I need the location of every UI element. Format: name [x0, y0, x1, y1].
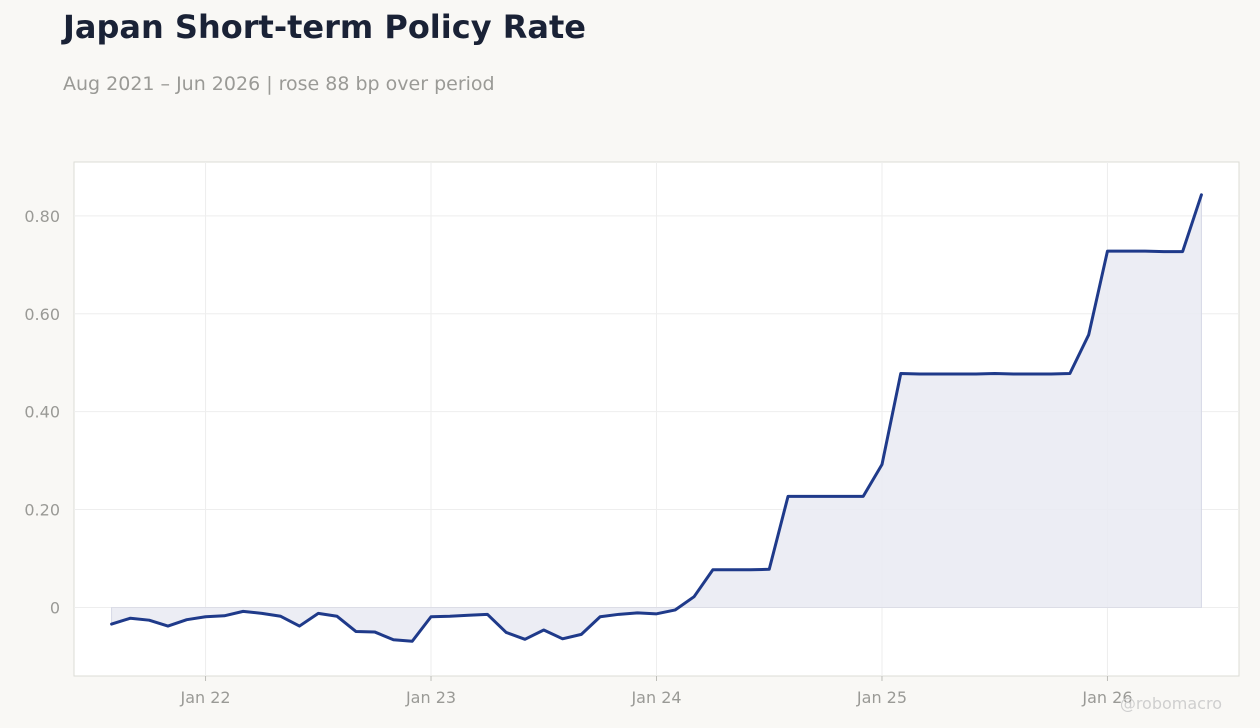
data-point: [1144, 250, 1147, 253]
data-point: [862, 495, 865, 498]
data-point: [674, 608, 677, 611]
data-point: [242, 610, 245, 613]
data-point: [505, 631, 508, 634]
x-tick-label: Jan 22: [179, 688, 230, 707]
data-point: [467, 614, 470, 617]
data-point: [223, 614, 226, 617]
chart-subtitle: Aug 2021 – Jun 2026 | rose 88 bp over pe…: [63, 73, 495, 95]
chart-title: Japan Short-term Policy Rate: [63, 8, 586, 46]
data-point: [392, 638, 395, 641]
data-point: [1125, 250, 1128, 253]
data-point: [899, 372, 902, 375]
data-point: [204, 615, 207, 618]
data-point: [937, 372, 940, 375]
data-point: [523, 638, 526, 641]
data-point: [974, 372, 977, 375]
data-point: [542, 628, 545, 631]
data-point: [824, 495, 827, 498]
data-point: [373, 630, 376, 633]
data-point: [1012, 372, 1015, 375]
data-point: [956, 372, 959, 375]
data-point: [1050, 372, 1053, 375]
x-tick-label: Jan 23: [405, 688, 456, 707]
x-tick-label: Jan 25: [856, 688, 907, 707]
y-tick-label: 0.40: [24, 403, 60, 422]
data-point: [1068, 372, 1071, 375]
data-point: [787, 495, 790, 498]
data-point: [617, 613, 620, 616]
data-point: [1200, 193, 1203, 196]
y-tick-label: 0.20: [24, 501, 60, 520]
data-point: [260, 612, 263, 615]
data-point: [768, 568, 771, 571]
data-point: [1181, 250, 1184, 253]
y-tick-label: 0.80: [24, 207, 60, 226]
data-point: [993, 372, 996, 375]
data-point: [561, 637, 564, 640]
data-point: [749, 568, 752, 571]
data-point: [730, 568, 733, 571]
data-point: [599, 615, 602, 618]
data-point: [918, 372, 921, 375]
x-tick-label: Jan 26: [1081, 688, 1132, 707]
data-point: [805, 495, 808, 498]
data-point: [354, 630, 357, 633]
x-tick-label: Jan 24: [630, 688, 681, 707]
data-point: [110, 623, 113, 626]
data-point: [711, 568, 714, 571]
data-point: [1087, 333, 1090, 336]
data-point: [129, 617, 132, 620]
data-point: [166, 625, 169, 628]
data-point: [317, 612, 320, 615]
data-point: [298, 625, 301, 628]
data-point: [1162, 250, 1165, 253]
data-point: [693, 595, 696, 598]
data-point: [336, 615, 339, 618]
y-tick-label: 0: [50, 598, 60, 617]
data-point: [655, 612, 658, 615]
data-point: [486, 613, 489, 616]
data-point: [148, 619, 151, 622]
data-point: [448, 615, 451, 618]
watermark: @robomacro: [1119, 694, 1222, 713]
data-point: [279, 615, 282, 618]
data-point: [430, 615, 433, 618]
data-point: [185, 618, 188, 621]
data-point: [580, 633, 583, 636]
data-point: [636, 611, 639, 614]
data-point: [411, 640, 414, 643]
data-point: [1106, 250, 1109, 253]
data-point: [880, 463, 883, 466]
y-tick-label: 0.60: [24, 305, 60, 324]
series-line: [110, 193, 1203, 643]
data-point: [1031, 372, 1034, 375]
data-point: [843, 495, 846, 498]
